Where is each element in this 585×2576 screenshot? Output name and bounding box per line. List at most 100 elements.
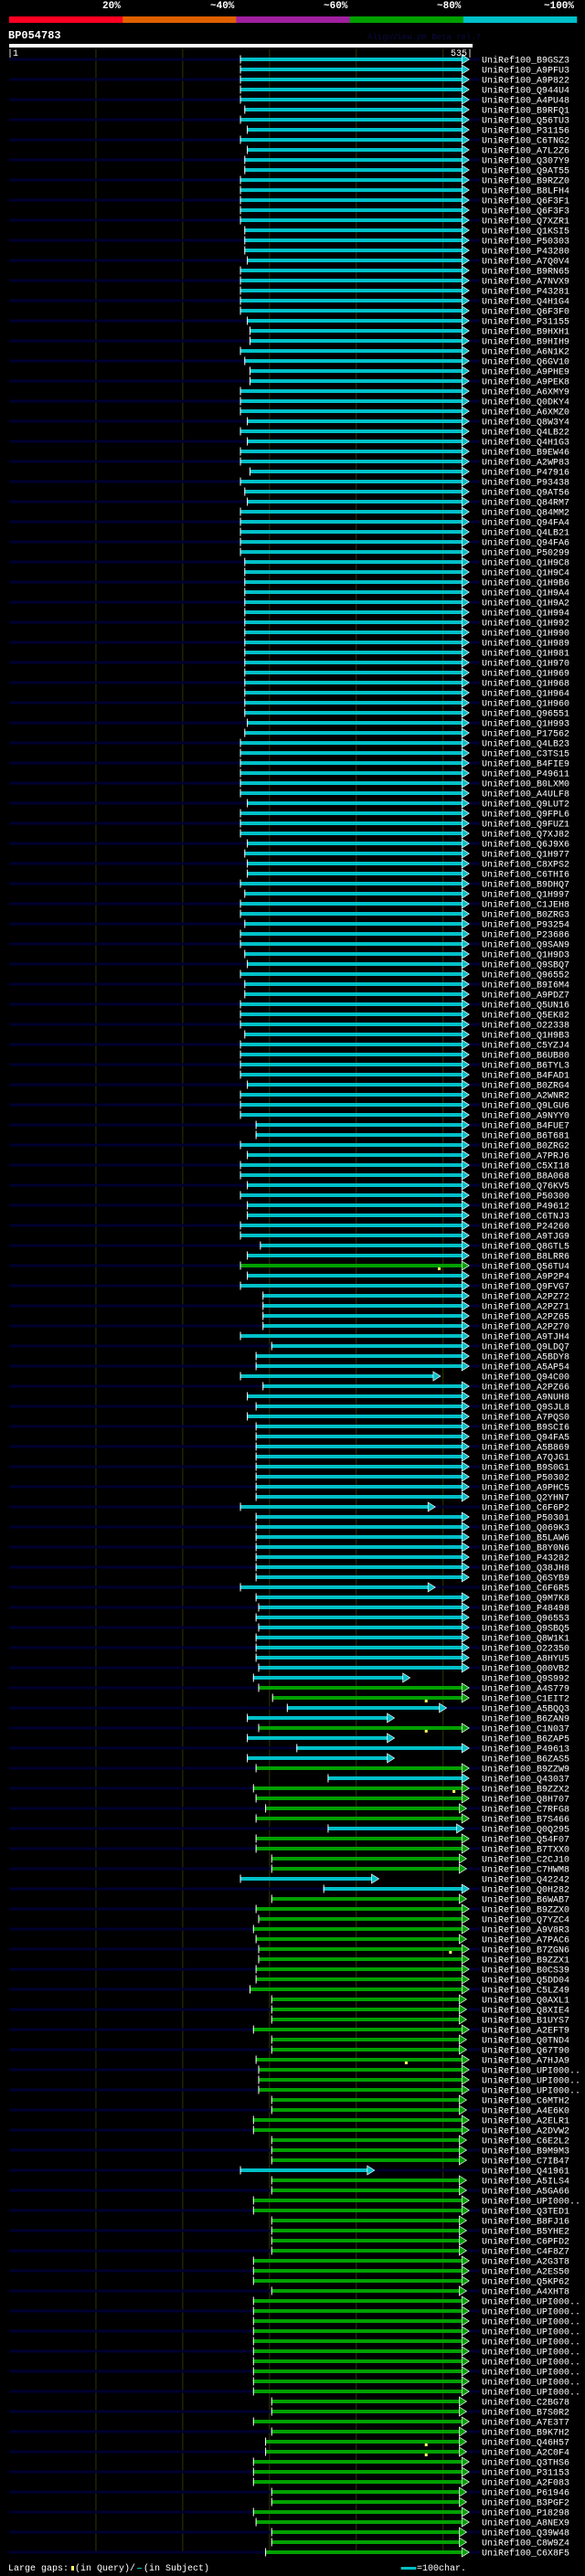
hit-row[interactable]: UniRef100_B9S0G1: [9, 1461, 569, 1474]
hit-label[interactable]: UniRef100_Q1H994: [482, 609, 569, 620]
hit-row[interactable]: UniRef100_Q1H977: [244, 848, 569, 861]
hit-label[interactable]: UniRef100_UPI000..: [482, 2388, 580, 2399]
hit-label[interactable]: UniRef100_Q94FA4: [482, 518, 569, 529]
hit-row[interactable]: UniRef100_C2CJ10: [271, 1853, 569, 1866]
hit-label[interactable]: UniRef100_P93254: [482, 920, 569, 931]
hit-row[interactable]: UniRef100_Q8W1K1: [255, 1632, 569, 1645]
hit-label[interactable]: UniRef100_B7TXX0: [482, 1845, 569, 1856]
hit-row[interactable]: UniRef100_A2PZ70: [9, 1320, 569, 1333]
hit-row[interactable]: UniRef100_Q4H1G4: [9, 295, 569, 308]
hit-row[interactable]: UniRef100_B6ZAP5: [247, 1733, 569, 1745]
hit-label[interactable]: UniRef100_A9TJG9: [482, 1232, 569, 1243]
hit-row[interactable]: UniRef100_P31156: [247, 124, 569, 137]
hit-label[interactable]: UniRef100_P31156: [482, 126, 569, 137]
hit-label[interactable]: UniRef100_UPI000..: [482, 2086, 580, 2097]
hit-label[interactable]: UniRef100_A9V8R3: [482, 1925, 569, 1936]
hit-row[interactable]: UniRef100_Q1H964: [244, 687, 569, 700]
hit-label[interactable]: UniRef100_B9K7H2: [482, 2428, 569, 2439]
hit-label[interactable]: UniRef100_Q84MM2: [482, 508, 569, 519]
hit-label[interactable]: UniRef100_Q0Q295: [482, 1825, 569, 1836]
hit-label[interactable]: UniRef100_C5XI18: [482, 1161, 569, 1172]
hit-row[interactable]: UniRef100_B0ZRG4: [9, 1079, 569, 1092]
hit-label[interactable]: UniRef100_B8LRR6: [482, 1252, 569, 1263]
hit-label[interactable]: UniRef100_Q1H981: [482, 649, 569, 660]
hit-label[interactable]: UniRef100_A8NEX9: [482, 2518, 569, 2529]
hit-row[interactable]: UniRef100_Q46H57: [265, 2436, 569, 2449]
hit-label[interactable]: UniRef100_Q307Y9: [482, 156, 569, 167]
hit-label[interactable]: UniRef100_B7S466: [482, 1815, 569, 1826]
hit-row[interactable]: UniRef100_Q96551: [244, 707, 569, 720]
hit-label[interactable]: UniRef100_C2CJ10: [482, 1855, 569, 1866]
hit-row[interactable]: UniRef100_B9RFQ1: [244, 104, 569, 117]
hit-row[interactable]: UniRef100_O22338: [9, 1019, 569, 1032]
hit-label[interactable]: UniRef100_B7S0R2: [482, 2408, 569, 2419]
hit-row[interactable]: UniRef100_C6PFD2: [271, 2235, 569, 2248]
hit-label[interactable]: UniRef100_B9HIH9: [482, 337, 569, 348]
hit-label[interactable]: UniRef100_UPI000..: [482, 2307, 580, 2318]
hit-label[interactable]: UniRef100_UPI000..: [482, 2317, 580, 2328]
hit-row[interactable]: UniRef100_P31153: [9, 2466, 569, 2479]
hit-row[interactable]: UniRef100_B7TXX0: [9, 1843, 569, 1856]
hit-row[interactable]: UniRef100_A2EFT9: [9, 2024, 569, 2037]
hit-row[interactable]: UniRef100_Q38JH8: [9, 1562, 569, 1574]
hit-label[interactable]: UniRef100_Q069K3: [482, 1523, 569, 1534]
hit-row[interactable]: UniRef100_C4F8Z7: [9, 2245, 569, 2258]
hit-label[interactable]: UniRef100_A4XHT8: [482, 2287, 569, 2298]
hit-label[interactable]: UniRef100_Q96551: [482, 709, 569, 720]
hit-label[interactable]: UniRef100_Q6SYB9: [482, 1574, 569, 1585]
hit-row[interactable]: UniRef100_Q9LUT2: [9, 798, 569, 811]
hit-label[interactable]: UniRef100_Q96553: [482, 1614, 569, 1625]
hit-label[interactable]: UniRef100_A7PQS0: [482, 1413, 569, 1424]
hit-label[interactable]: UniRef100_C7HWM8: [482, 1865, 569, 1876]
hit-label[interactable]: UniRef100_B9I6M4: [482, 981, 569, 991]
hit-row[interactable]: UniRef100_C6F6P2: [9, 1501, 569, 1514]
hit-row[interactable]: UniRef100_Q4LB21: [239, 526, 569, 539]
hit-row[interactable]: UniRef100_A7NVX9: [9, 275, 569, 288]
hit-label[interactable]: UniRef100_P61946: [482, 2488, 569, 2499]
hit-row[interactable]: UniRef100_B4FIE9: [9, 758, 569, 770]
hit-row[interactable]: UniRef100_A4PU48: [9, 94, 569, 107]
hit-row[interactable]: UniRef100_B8FJ16: [271, 2215, 569, 2228]
hit-row[interactable]: UniRef100_B9I6M4: [9, 979, 569, 991]
hit-row[interactable]: UniRef100_Q76KV5: [9, 1180, 569, 1193]
hit-label[interactable]: UniRef100_B9RZZ0: [482, 176, 569, 187]
hit-row[interactable]: UniRef100_Q6F3F0: [239, 305, 569, 318]
hit-label[interactable]: UniRef100_A2PZ72: [482, 1292, 569, 1303]
hit-label[interactable]: UniRef100_UPI000..: [482, 2358, 580, 2369]
hit-row[interactable]: UniRef100_A9NYY0: [239, 1109, 569, 1122]
hit-row[interactable]: UniRef100_Q7XZR1: [9, 215, 569, 228]
hit-row[interactable]: UniRef100_Q94FA6: [9, 536, 569, 549]
hit-row[interactable]: UniRef100_B0ZRG2: [9, 1140, 569, 1152]
hit-row[interactable]: UniRef100_C1N037: [9, 1723, 569, 1735]
hit-label[interactable]: UniRef100_Q9AT55: [482, 166, 569, 177]
hit-row[interactable]: UniRef100_P49612: [9, 1200, 569, 1213]
hit-label[interactable]: UniRef100_UPI000..: [482, 2337, 580, 2348]
hit-label[interactable]: UniRef100_P43282: [482, 1553, 569, 1564]
hit-row[interactable]: UniRef100_Q94FA5: [255, 1431, 569, 1444]
hit-row[interactable]: UniRef100_Q1H9A2: [9, 597, 569, 610]
hit-label[interactable]: UniRef100_Q76KV5: [482, 1182, 569, 1193]
hit-row[interactable]: UniRef100_B9RN65: [239, 265, 569, 278]
hit-row[interactable]: UniRef100_B1UYS7: [271, 2014, 569, 2027]
hit-row[interactable]: UniRef100_A7E3T7: [252, 2416, 569, 2429]
hit-label[interactable]: UniRef100_Q67T90: [482, 2046, 569, 2057]
hit-row[interactable]: UniRef100_Q84MM2: [239, 506, 569, 519]
hit-label[interactable]: UniRef100_Q6F3F1: [482, 196, 569, 207]
hit-row[interactable]: UniRef100_UPI000..: [252, 2316, 580, 2328]
hit-label[interactable]: UniRef100_C6F6P2: [482, 1503, 569, 1514]
hit-label[interactable]: UniRef100_P23686: [482, 930, 569, 941]
hit-label[interactable]: UniRef100_Q1H9C4: [482, 568, 569, 579]
hit-row[interactable]: UniRef100_Q8W3Y4: [9, 416, 569, 429]
hit-row[interactable]: UniRef100_Q7YZC4: [258, 1913, 569, 1926]
hit-label[interactable]: UniRef100_Q1H9A4: [482, 588, 569, 599]
hit-label[interactable]: UniRef100_C6F6R5: [482, 1584, 569, 1595]
hit-label[interactable]: UniRef100_A4E6K0: [482, 2106, 569, 2117]
hit-label[interactable]: UniRef100_A5BQQ3: [482, 1704, 569, 1715]
hit-row[interactable]: UniRef100_Q1H989: [9, 637, 569, 650]
hit-row[interactable]: UniRef100_B9HIH9: [9, 335, 569, 348]
hit-label[interactable]: UniRef100_UPI000..: [482, 2348, 580, 2359]
hit-row[interactable]: UniRef100_A2PZ66: [9, 1381, 569, 1394]
hit-row[interactable]: UniRef100_Q1H968: [9, 677, 569, 690]
hit-row[interactable]: UniRef100_P18298: [9, 2507, 569, 2519]
hit-label[interactable]: UniRef100_A5B869: [482, 1443, 569, 1454]
